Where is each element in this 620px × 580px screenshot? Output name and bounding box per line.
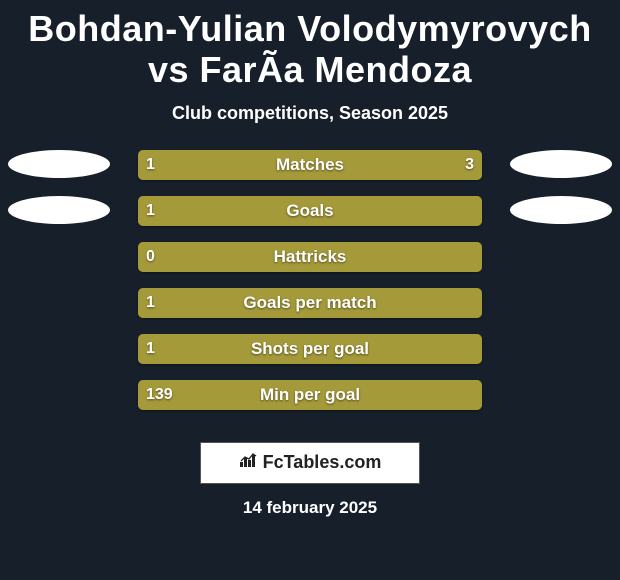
bar-track: 1Goals per match (138, 288, 482, 318)
stat-row: 139Min per goal (0, 378, 620, 424)
bar-track: 1Shots per goal (138, 334, 482, 364)
chart-icon (239, 452, 259, 473)
logo-text: FcTables.com (263, 452, 382, 473)
page-title: Bohdan-Yulian Volodymyrovych vs FarÃ­a M… (0, 0, 620, 91)
stat-label: Goals per match (138, 288, 482, 318)
bar-track: 0Hattricks (138, 242, 482, 272)
stat-label: Shots per goal (138, 334, 482, 364)
left-ellipse (8, 196, 110, 224)
date-text: 14 february 2025 (0, 498, 620, 518)
stat-label: Min per goal (138, 380, 482, 410)
stats-container: 13Matches 1Goals 0Hattricks 1Goals per matc… (0, 148, 620, 424)
left-ellipse (8, 150, 110, 178)
stat-row: 13Matches (0, 148, 620, 194)
stat-row: 1Goals (0, 194, 620, 240)
bar-track: 1Goals (138, 196, 482, 226)
stat-label: Goals (138, 196, 482, 226)
bar-track: 13Matches (138, 150, 482, 180)
stat-label: Matches (138, 150, 482, 180)
page-subtitle: Club competitions, Season 2025 (0, 103, 620, 124)
stat-row: 0Hattricks (0, 240, 620, 286)
right-ellipse (510, 150, 612, 178)
stat-label: Hattricks (138, 242, 482, 272)
stat-row: 1Shots per goal (0, 332, 620, 378)
bar-track: 139Min per goal (138, 380, 482, 410)
logo-box: FcTables.com (200, 442, 420, 484)
right-ellipse (510, 196, 612, 224)
stat-row: 1Goals per match (0, 286, 620, 332)
